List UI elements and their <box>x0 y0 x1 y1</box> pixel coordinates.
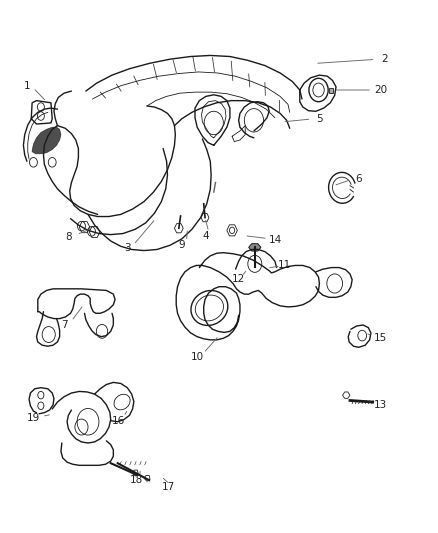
Text: 17: 17 <box>162 482 175 492</box>
Text: 10: 10 <box>191 352 204 362</box>
Text: 14: 14 <box>269 235 283 245</box>
Text: 7: 7 <box>61 320 67 330</box>
Text: 4: 4 <box>203 231 209 241</box>
Text: 8: 8 <box>65 232 72 243</box>
Text: 12: 12 <box>232 274 245 284</box>
Text: 3: 3 <box>124 243 131 253</box>
Text: 16: 16 <box>112 416 125 426</box>
Polygon shape <box>32 127 61 154</box>
Polygon shape <box>329 88 333 93</box>
Text: 9: 9 <box>179 240 185 250</box>
Text: 18: 18 <box>129 475 143 485</box>
Text: 6: 6 <box>355 174 362 184</box>
Polygon shape <box>249 244 261 251</box>
Text: 20: 20 <box>374 85 387 95</box>
Text: 11: 11 <box>278 261 291 270</box>
Text: 19: 19 <box>27 413 40 423</box>
Text: 2: 2 <box>381 54 388 64</box>
Text: 1: 1 <box>24 81 30 91</box>
Text: 13: 13 <box>374 400 387 410</box>
Text: 5: 5 <box>316 114 323 124</box>
Text: 15: 15 <box>374 333 387 343</box>
